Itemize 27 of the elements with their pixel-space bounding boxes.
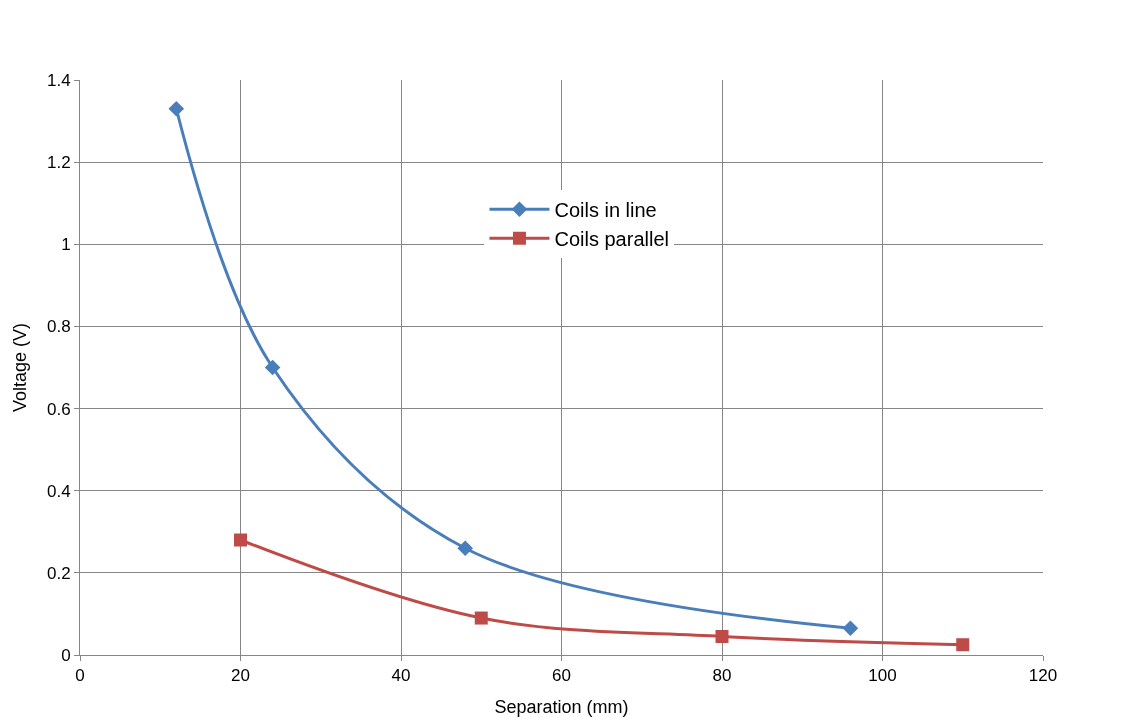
x-tick-label: 120 xyxy=(1028,666,1058,686)
x-tick-label: 100 xyxy=(868,666,897,686)
y-tick-label: 0.2 xyxy=(46,563,71,583)
legend-label: Coils in line xyxy=(554,199,657,222)
point xyxy=(474,611,488,625)
x-axis-title: Separation (mm) xyxy=(494,696,629,717)
point xyxy=(457,540,473,557)
y-tick-label: 1 xyxy=(61,235,71,255)
y-axis-title: Voltage (V) xyxy=(10,322,31,413)
point xyxy=(715,630,729,644)
y-tick-label: 0.4 xyxy=(46,481,71,501)
legend-label: Coils parallel xyxy=(554,228,669,251)
y-tick-label: 0 xyxy=(61,645,71,665)
point xyxy=(234,533,247,547)
point xyxy=(168,100,185,117)
point xyxy=(956,638,970,652)
y-tick-label: 1.2 xyxy=(46,153,71,173)
y-tick-label: 0.6 xyxy=(46,399,71,419)
point xyxy=(842,620,859,637)
x-tick-label: 40 xyxy=(391,666,411,686)
x-tick-label: 80 xyxy=(712,666,732,686)
x-tick-label: 20 xyxy=(231,666,250,686)
x-tick-label: 0 xyxy=(75,666,85,686)
x-tick-label: 60 xyxy=(552,666,571,686)
y-tick-label: 0.8 xyxy=(46,317,71,337)
point xyxy=(264,359,281,376)
y-tick-label: 1.4 xyxy=(46,70,71,90)
